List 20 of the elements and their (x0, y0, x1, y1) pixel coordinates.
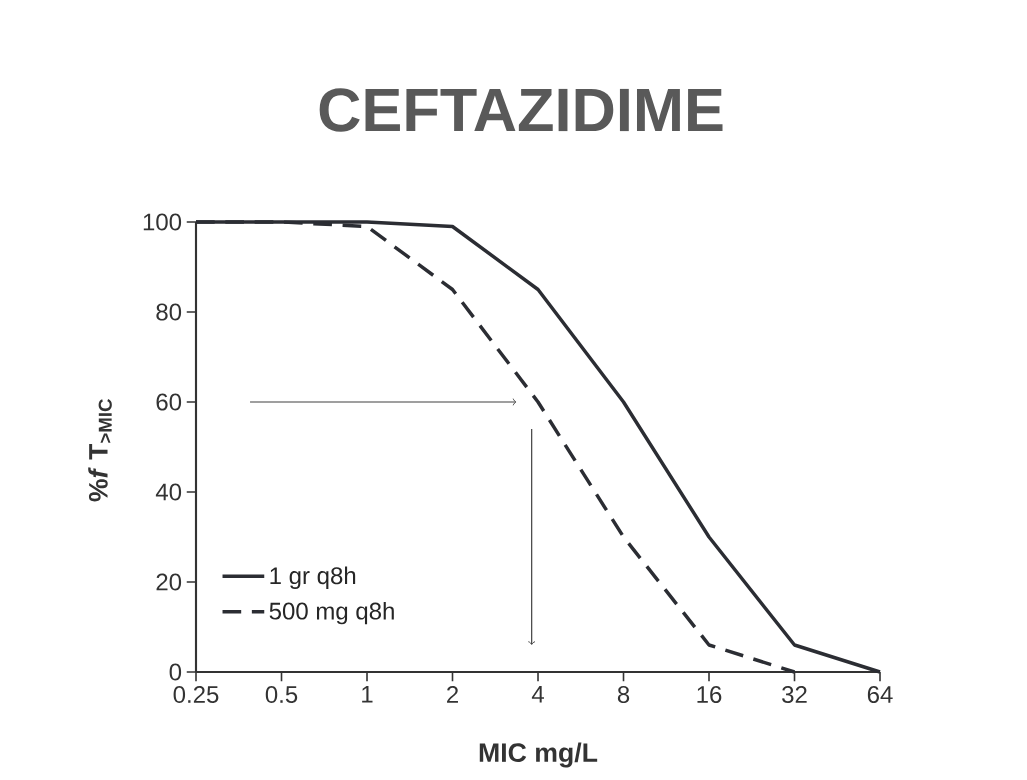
y-tick-label: 80 (156, 303, 182, 321)
y-tick-label: 20 (156, 573, 182, 591)
x-axis-title: MIC mg/L (479, 742, 598, 768)
y-tick-label: 0 (169, 663, 182, 681)
x-tick-label: 64 (867, 686, 893, 704)
y-tick-label: 40 (155, 483, 182, 501)
legend-label: 1 gr q8h (270, 566, 356, 589)
x-tick-label: 4 (531, 686, 544, 703)
x-tick-label: 1 (362, 686, 373, 703)
x-tick-label: 32 (782, 686, 807, 704)
y-tick-label: 100 (143, 213, 182, 231)
x-tick-label: 0.25 (173, 686, 219, 704)
y-axis-title: %f T$_{>MIC}$ (88, 399, 112, 502)
chart-title: CEFTAZIDIME (319, 88, 723, 132)
x-tick-label: 8 (617, 686, 630, 704)
x-tick-label: 16 (697, 686, 722, 704)
legend-label: 500 mg q8h (269, 601, 394, 625)
y-tick-label: 60 (156, 393, 182, 411)
x-tick-label: 2 (447, 686, 458, 703)
x-tick-label: 0.5 (265, 686, 298, 704)
